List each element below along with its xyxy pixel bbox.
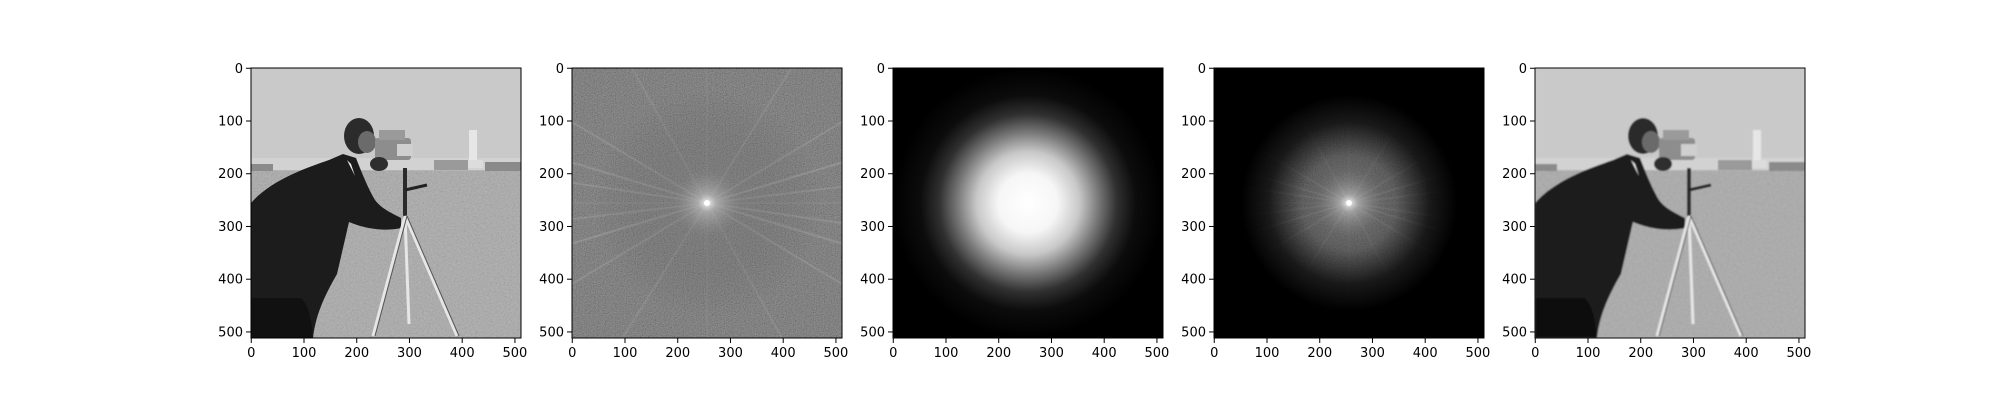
x-tick-label: 100 [292, 346, 317, 361]
axes-frame [1534, 67, 1806, 339]
y-tick-label: 100 [539, 114, 564, 129]
y-tick-label: 400 [539, 273, 564, 288]
y-tick-label: 0 [877, 62, 885, 77]
x-tick-label: 400 [771, 346, 796, 361]
x-tick-label: 300 [1039, 346, 1064, 361]
x-tick-label: 100 [934, 346, 959, 361]
spectrum-mask-falloff [1214, 68, 1484, 338]
filtered-spectrum-image [1214, 68, 1484, 338]
y-tick-label: 0 [1198, 62, 1206, 77]
y-tick-label: 100 [1502, 114, 1527, 129]
panel-reconstructed-image: 0 100 200 300 400 500 0 100 200 300 400 500 [1502, 62, 1811, 361]
x-tick-label: 500 [824, 346, 849, 361]
x-tick-label: 500 [1787, 346, 1812, 361]
y-tick-label: 200 [218, 167, 243, 182]
y-tick-label: 400 [1502, 273, 1527, 288]
x-tick-label: 0 [1210, 346, 1218, 361]
panel-gaussian-filter: 0 100 200 300 400 500 0 100 200 300 400 500 [860, 62, 1169, 361]
y-tick-label: 100 [218, 114, 243, 129]
panel-original-image: 0 100 200 300 400 500 0 100 200 300 400 500 [218, 62, 527, 361]
y-tick-label: 500 [860, 325, 885, 340]
magnitude-spectrum-image [572, 68, 842, 338]
y-tick-label: 200 [539, 167, 564, 182]
y-tick-label: 400 [860, 273, 885, 288]
y-tick-label: 300 [1502, 220, 1527, 235]
axes-frame [571, 67, 843, 339]
gaussian-filter-image [893, 68, 1163, 338]
y-tick-label: 300 [539, 220, 564, 235]
x-tick-label: 400 [450, 346, 475, 361]
y-tick-label: 100 [860, 114, 885, 129]
axes-frame [892, 67, 1164, 339]
y-tick-label: 400 [218, 273, 243, 288]
x-tick-label: 500 [1466, 346, 1491, 361]
x-tick-label: 400 [1092, 346, 1117, 361]
x-tick-label: 200 [1628, 346, 1653, 361]
spectrum-dc-peak [704, 200, 710, 206]
y-tick-label: 400 [1181, 273, 1206, 288]
axes-frame [1213, 67, 1485, 339]
x-tick-label: 200 [665, 346, 690, 361]
x-tick-label: 0 [247, 346, 255, 361]
x-tick-label: 0 [568, 346, 576, 361]
y-tick-label: 200 [1502, 167, 1527, 182]
gaussian-disc [893, 68, 1163, 338]
x-tick-label: 0 [1531, 346, 1539, 361]
x-tick-label: 300 [718, 346, 743, 361]
x-tick-label: 400 [1734, 346, 1759, 361]
panel-filtered-spectrum: 0 100 200 300 400 500 0 100 200 300 400 500 [1181, 62, 1491, 361]
y-tick-label: 0 [556, 62, 564, 77]
y-tick-label: 300 [218, 220, 243, 235]
y-tick-label: 500 [1181, 325, 1206, 340]
x-tick-label: 500 [503, 346, 528, 361]
x-tick-label: 300 [397, 346, 422, 361]
x-tick-label: 200 [1307, 346, 1332, 361]
y-tick-label: 300 [1181, 220, 1206, 235]
panel-magnitude-spectrum: 0 100 200 300 400 500 0 100 200 300 400 500 [539, 62, 849, 361]
x-tick-label: 400 [1413, 346, 1438, 361]
y-tick-label: 0 [235, 62, 243, 77]
x-tick-label: 100 [613, 346, 638, 361]
original-image-image [251, 68, 521, 338]
y-tick-label: 100 [1181, 114, 1206, 129]
y-tick-label: 500 [218, 325, 243, 340]
y-tick-label: 300 [860, 220, 885, 235]
cameraman-photo [1535, 68, 1805, 338]
x-tick-label: 100 [1255, 346, 1280, 361]
y-tick-label: 500 [1502, 325, 1527, 340]
x-tick-label: 500 [1145, 346, 1170, 361]
x-tick-label: 200 [344, 346, 369, 361]
axes-frame [250, 67, 522, 339]
y-tick-label: 0 [1519, 62, 1527, 77]
x-tick-label: 0 [889, 346, 897, 361]
y-tick-label: 200 [1181, 167, 1206, 182]
y-tick-label: 200 [860, 167, 885, 182]
x-tick-label: 200 [986, 346, 1011, 361]
cameraman-photo [251, 68, 521, 338]
x-tick-label: 100 [1576, 346, 1601, 361]
reconstructed-image-image [1535, 68, 1805, 338]
x-tick-label: 300 [1681, 346, 1706, 361]
y-tick-label: 500 [539, 325, 564, 340]
x-tick-label: 300 [1360, 346, 1385, 361]
